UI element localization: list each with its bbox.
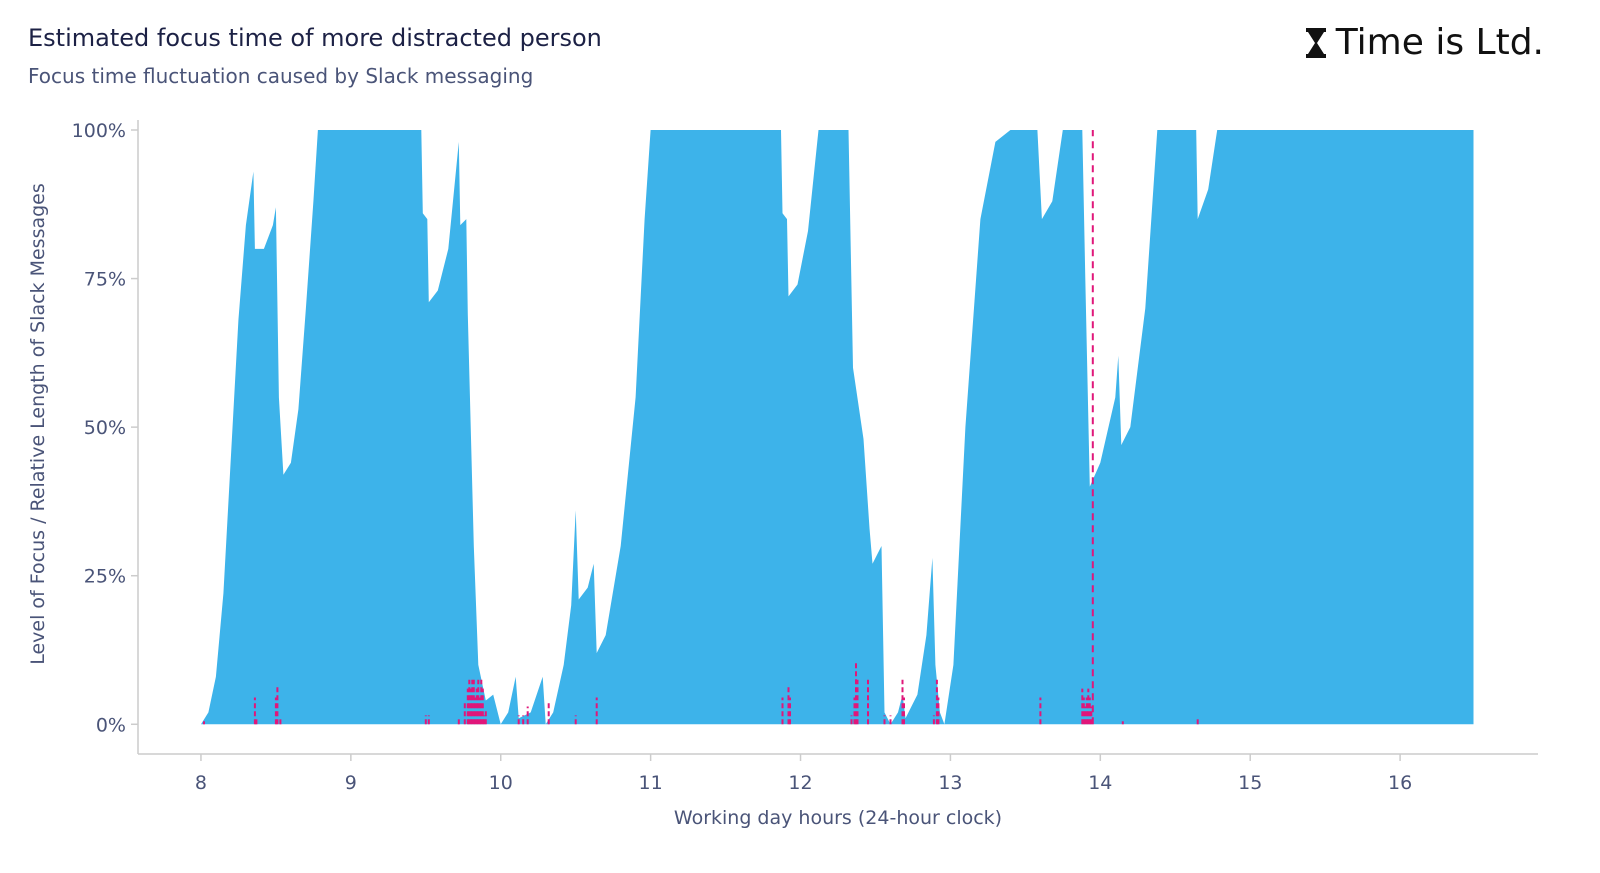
brand-logo: Time is Ltd. — [1305, 22, 1544, 63]
x-tick-label: 15 — [1238, 772, 1262, 794]
y-tick-label: 100% — [72, 120, 126, 142]
chart-subtitle: Focus time fluctuation caused by Slack m… — [28, 64, 534, 88]
axes: 8 9 10 11 12 13 14 15 16 0% 25% 50% 75% 100% — [72, 120, 1538, 794]
x-tick-label: 12 — [788, 772, 812, 794]
x-tick-label: 10 — [489, 772, 513, 794]
x-tick-label: 11 — [639, 772, 663, 794]
x-tick-label: 9 — [345, 772, 357, 794]
x-tick-label: 16 — [1388, 772, 1412, 794]
x-tick-label: 13 — [938, 772, 962, 794]
x-tick-label: 8 — [195, 772, 207, 794]
focus-area — [201, 130, 1474, 725]
y-axis-label: Level of Focus / Relative Length of Slac… — [27, 183, 49, 665]
plot-area — [201, 130, 1474, 725]
y-tick-label: 0% — [96, 714, 126, 736]
hourglass-icon — [1305, 27, 1326, 58]
logo-text: Time is Ltd. — [1335, 22, 1544, 63]
y-tick-label: 25% — [84, 566, 126, 588]
x-tick-label: 14 — [1088, 772, 1112, 794]
x-axis-label: Working day hours (24-hour clock) — [674, 807, 1002, 829]
chart-title: Estimated focus time of more distracted … — [28, 24, 602, 52]
y-tick-label: 75% — [84, 269, 126, 291]
y-tick-label: 50% — [84, 417, 126, 439]
